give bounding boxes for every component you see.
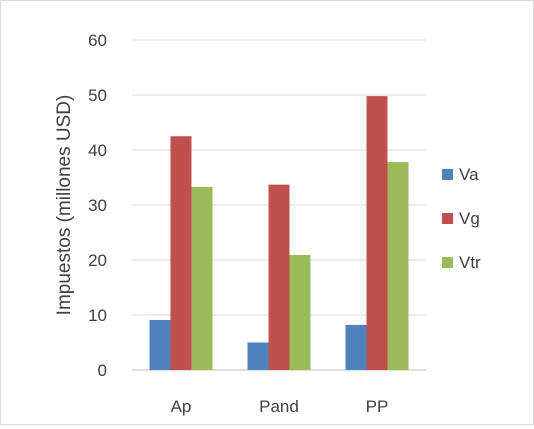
bar-vg-ap (170, 136, 192, 370)
legend-label-va: Va (459, 165, 479, 184)
y-tick-label: 40 (88, 141, 107, 160)
y-axis-ticks: 0 10 20 30 40 50 60 (88, 31, 107, 380)
y-tick-label: 10 (88, 306, 107, 325)
legend-swatch-vtr (442, 257, 453, 268)
bar-va-pand (247, 342, 269, 370)
x-tick-label: Pand (259, 397, 299, 416)
legend-label-vg: Vg (459, 209, 480, 228)
bar-vg-pand (268, 184, 290, 370)
bar-vtr-pp (387, 162, 409, 370)
x-tick-label: PP (366, 397, 389, 416)
legend: Va Vg Vtr (442, 165, 481, 272)
y-tick-label: 20 (88, 251, 107, 270)
y-tick-label: 50 (88, 86, 107, 105)
x-axis-ticks: Ap Pand PP (171, 397, 389, 416)
bar-vtr-pand (289, 255, 311, 370)
bar-va-pp (345, 324, 367, 370)
legend-swatch-vg (442, 213, 453, 224)
y-tick-label: 0 (98, 361, 107, 380)
bar-vtr-ap (191, 186, 213, 370)
bar-va-ap (149, 319, 171, 370)
y-tick-label: 60 (88, 31, 107, 50)
x-tick-label: Ap (171, 397, 192, 416)
legend-swatch-va (442, 169, 453, 180)
bar-vg-pp (366, 96, 388, 370)
bars (149, 96, 409, 370)
y-axis-label: Impuestos (millones USD) (54, 95, 75, 316)
legend-label-vtr: Vtr (459, 253, 481, 272)
y-tick-label: 30 (88, 196, 107, 215)
